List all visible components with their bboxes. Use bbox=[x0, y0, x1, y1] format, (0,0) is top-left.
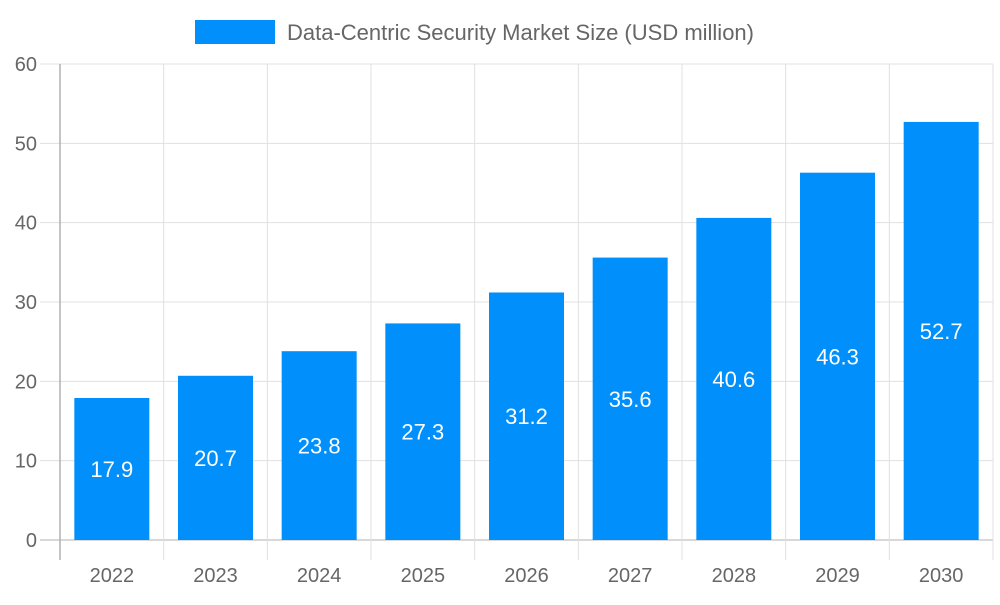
x-tick-label: 2023 bbox=[193, 565, 238, 587]
y-tick-label: 10 bbox=[15, 451, 37, 473]
x-tick-label: 2027 bbox=[608, 565, 653, 587]
x-tick-label: 2029 bbox=[815, 565, 860, 587]
x-tick-label: 2028 bbox=[712, 565, 757, 587]
bar bbox=[385, 323, 461, 540]
bar-value-label: 31.2 bbox=[505, 404, 548, 429]
bar bbox=[903, 121, 979, 540]
y-tick-label: 0 bbox=[26, 530, 37, 552]
x-tick-label: 2024 bbox=[297, 565, 342, 587]
bar bbox=[800, 172, 875, 541]
bar bbox=[696, 217, 772, 540]
bar-value-label: 46.3 bbox=[816, 344, 859, 369]
y-tick-label: 20 bbox=[15, 371, 37, 393]
x-tick-label: 2025 bbox=[401, 565, 446, 587]
legend-swatch bbox=[195, 20, 275, 44]
y-tick-label: 40 bbox=[15, 213, 37, 235]
bar bbox=[489, 292, 564, 540]
x-tick-label: 2022 bbox=[90, 565, 135, 587]
y-tick-label: 60 bbox=[15, 54, 37, 76]
bar bbox=[592, 257, 668, 540]
legend-label: Data-Centric Security Market Size (USD m… bbox=[287, 20, 754, 45]
bar-value-label: 27.3 bbox=[401, 420, 444, 445]
y-tick-label: 30 bbox=[15, 292, 37, 314]
y-tick-label: 50 bbox=[15, 133, 37, 155]
bar-value-label: 40.6 bbox=[712, 367, 755, 392]
bar bbox=[178, 375, 253, 540]
bar-value-label: 20.7 bbox=[194, 446, 237, 471]
bar bbox=[74, 397, 150, 540]
bar-value-label: 23.8 bbox=[298, 434, 341, 459]
bar-value-label: 52.7 bbox=[920, 319, 963, 344]
bar-value-label: 35.6 bbox=[609, 387, 652, 412]
x-tick-label: 2026 bbox=[504, 565, 549, 587]
bar-value-label: 17.9 bbox=[90, 457, 133, 482]
bar bbox=[281, 351, 357, 540]
x-tick-label: 2030 bbox=[919, 565, 964, 587]
